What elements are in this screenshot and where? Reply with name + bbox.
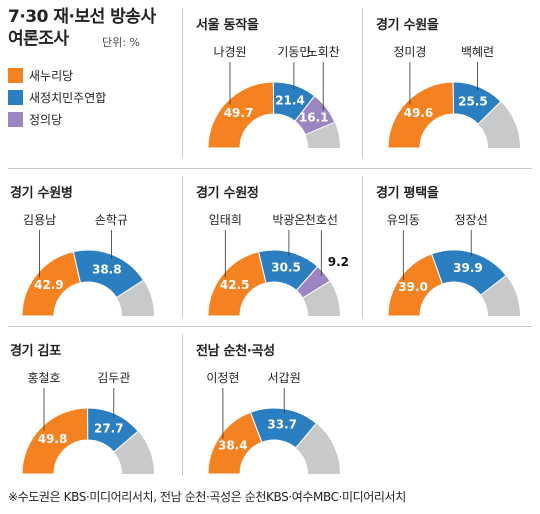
value-label-saenuri: 49.7 (224, 106, 254, 120)
semi-donut-chart: 49.7 나경원 21.4 기동민 16.1 노회찬 (207, 44, 340, 149)
value-label-saenuri: 38.4 (218, 439, 248, 453)
chart-panel-suwon-byeong: 42.9 김용남 38.8 손학규 경기 수원병 (0, 180, 182, 326)
chart-title: 경기 수원병 (10, 186, 73, 201)
value-label-npad: 39.9 (453, 261, 483, 275)
remainder-segment (116, 280, 154, 316)
candidate-label: 홍철호 (27, 371, 60, 385)
segment-npad (72, 249, 145, 299)
grid-divider (182, 176, 183, 318)
grid-divider (362, 8, 363, 158)
segment-saenuri (387, 81, 455, 149)
candidate-label: 이정현 (206, 371, 239, 385)
value-label-saenuri: 42.5 (220, 278, 250, 292)
candidate-label: 백혜련 (461, 45, 494, 59)
semi-donut-chart: 42.9 김용남 38.8 손학규 (21, 213, 154, 317)
unit-label: 단위: % (102, 36, 140, 49)
value-label-saenuri: 39.0 (398, 280, 428, 294)
candidate-label: 손학규 (95, 213, 128, 227)
value-label-npad: 38.8 (92, 263, 122, 277)
legend-label: 새누리당 (29, 69, 74, 83)
segment-npad (452, 81, 502, 125)
semi-donut-chart: 38.4 이정현 33.7 서갑원 (206, 371, 340, 475)
segment-justice (294, 95, 336, 136)
page-title: 7·30 재·보선 방송사 여론조사 (8, 6, 156, 50)
candidate-label: 김용남 (23, 213, 56, 227)
chart-panel-suwon-eul: 49.6 정미경 25.5 백혜련 경기 수원을 (366, 12, 536, 162)
value-label-justice: 16.1 (299, 111, 329, 125)
remainder-segment (295, 423, 340, 474)
segment-npad (249, 407, 317, 449)
chart-title: 경기 수원정 (196, 186, 259, 201)
legend-swatch-npad (8, 90, 23, 105)
candidate-label: 노회찬 (307, 44, 340, 59)
value-label-saenuri: 49.8 (38, 432, 68, 446)
value-label-saenuri: 49.6 (404, 106, 434, 120)
semi-donut-chart: 49.6 정미경 25.5 백혜련 (387, 45, 520, 149)
semi-donut-chart: 42.5 임태희 30.5 박광온 9.2 천호선 (207, 212, 349, 317)
candidate-label: 정미경 (393, 45, 426, 59)
chart-panel-pyeongtaek: 39.0 유의동 39.9 정장선 경기 평택을 (366, 180, 536, 326)
legend-swatch-justice (8, 112, 23, 127)
value-label-npad: 25.5 (458, 95, 488, 109)
value-label-npad: 27.7 (94, 422, 124, 436)
candidate-label: 기동민 (277, 45, 310, 59)
chart-title: 경기 김포 (10, 344, 61, 359)
grid-divider (182, 8, 183, 158)
legend-label: 새정치민주연합 (29, 91, 107, 105)
chart-panel-dongjak: 49.7 나경원 21.4 기동민 16.1 노회찬 서울 동작을 (186, 12, 362, 162)
candidate-label: 정장선 (455, 213, 488, 227)
value-label-justice: 9.2 (328, 255, 349, 269)
candidate-label: 유의동 (387, 213, 420, 227)
legend-swatch-saenuri (8, 68, 23, 83)
grid-divider (362, 176, 363, 318)
remainder-segment (478, 101, 520, 148)
chart-title: 경기 평택을 (376, 186, 439, 201)
chart-title: 경기 수원을 (376, 18, 439, 33)
value-label-npad: 21.4 (275, 94, 305, 108)
chart-panel-suwon-jeong: 42.5 임태희 30.5 박광온 9.2 천호선 경기 수원정 (186, 180, 362, 326)
candidate-label: 김두관 (97, 371, 130, 385)
segment-saenuri (21, 407, 89, 475)
legend-label: 정의당 (29, 113, 63, 127)
candidate-label: 박광온 (272, 213, 305, 227)
chart-title: 서울 동작을 (196, 18, 259, 33)
value-label-saenuri: 42.9 (34, 278, 64, 292)
segment-saenuri (207, 81, 275, 149)
chart-panel-gimpo: 49.8 홍철호 27.7 김두관 경기 김포 (0, 338, 182, 484)
candidate-label: 나경원 (213, 45, 246, 59)
candidate-label: 임태희 (209, 213, 242, 227)
candidate-label: 서갑원 (268, 371, 301, 385)
grid-divider (182, 334, 183, 476)
title-line-2: 여론조사 (8, 29, 69, 49)
value-label-npad: 33.7 (267, 418, 297, 432)
footnote: ※수도권은 KBS·미디어리서치, 전남 순천·곡성은 순천KBS·여수MBC·… (8, 490, 406, 504)
segment-npad (431, 249, 507, 296)
segment-npad (87, 407, 139, 453)
grid-divider (8, 168, 532, 169)
title-line-1: 7·30 재·보선 방송사 (8, 7, 156, 27)
chart-panel-suncheon: 38.4 이정현 33.7 서갑원 전남 순천·곡성 (186, 338, 362, 484)
value-label-npad: 30.5 (271, 261, 301, 275)
remainder-segment (305, 122, 340, 148)
remainder-segment (302, 280, 340, 316)
grid-divider (8, 326, 532, 327)
semi-donut-chart: 39.0 유의동 39.9 정장선 (387, 213, 520, 317)
semi-donut-chart: 49.8 홍철호 27.7 김두관 (21, 371, 154, 475)
remainder-segment (113, 431, 154, 474)
remainder-segment (480, 275, 520, 316)
candidate-label: 천호선 (305, 212, 338, 227)
chart-title: 전남 순천·곡성 (196, 344, 275, 359)
